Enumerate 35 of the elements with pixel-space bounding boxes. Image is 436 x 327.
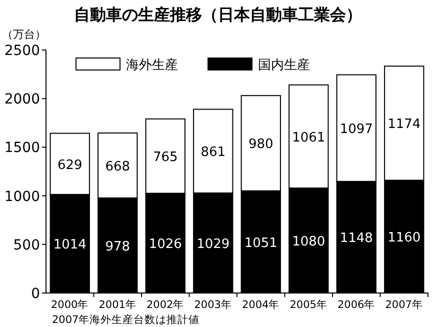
data-label: 629 [57, 158, 82, 173]
data-label: 1097 [340, 122, 373, 138]
x-tick-label: 2001年 [98, 299, 136, 311]
y-axis-title: （万台） [2, 28, 46, 41]
y-tick-label: 500 [13, 237, 40, 254]
x-tick-label: 2006年 [338, 299, 376, 311]
data-label: 861 [200, 145, 226, 160]
text: 2007年海外生産台数は推計値 [52, 313, 200, 326]
x-tick-label: 2004年 [242, 299, 280, 311]
data-label: 1160 [388, 230, 421, 246]
data-label: 978 [105, 239, 130, 254]
chart-title: 自動車の生産推移（日本自動車工業会） [74, 5, 362, 24]
legend-label: 国内生産 [258, 57, 310, 73]
x-tick-label: 2007年 [385, 299, 423, 311]
x-tick-label: 2003年 [194, 299, 232, 311]
y-tick-label: 1500 [4, 140, 40, 156]
y-tick-label: 1000 [4, 188, 40, 205]
data-label: 668 [105, 159, 130, 174]
data-label: 1029 [196, 236, 230, 252]
data-label: 1148 [340, 231, 373, 246]
data-label: 1014 [53, 238, 86, 253]
data-label: 1174 [388, 117, 421, 132]
data-label: 765 [152, 150, 178, 166]
y-tick-label: 2500 [4, 43, 40, 59]
data-label: 1061 [292, 130, 326, 146]
data-label: 1051 [244, 236, 278, 251]
x-tick-label: 2000年 [51, 299, 89, 311]
y-tick-label: 0 [31, 286, 40, 302]
data-label: 980 [248, 137, 274, 152]
y-tick-label: 2000 [4, 92, 40, 108]
data-label: 1026 [148, 237, 182, 252]
x-tick-label: 2002年 [146, 299, 184, 311]
legend-label: 海外生産 [126, 57, 178, 73]
x-tick-label: 2005年 [290, 299, 328, 311]
data-label: 1080 [292, 234, 326, 250]
